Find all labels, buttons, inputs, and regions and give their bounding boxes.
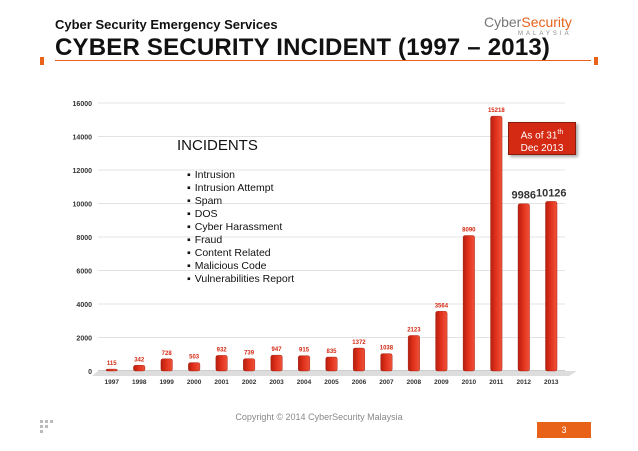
bar [215, 355, 228, 372]
x-tick-label: 2007 [379, 379, 394, 386]
y-tick-label: 6000 [76, 269, 92, 276]
slide-subtitle: Cyber Security Emergency Services [55, 17, 278, 32]
x-tick-label: 2009 [434, 379, 449, 386]
bar-value-label: 932 [217, 347, 228, 353]
as-of-line2: Dec 2013 [520, 143, 564, 155]
x-tick-label: 2012 [517, 379, 532, 386]
logo-word-security: Security [521, 14, 572, 30]
bar-value-label: 739 [244, 351, 255, 357]
bar [380, 353, 393, 372]
x-tick-label: 1999 [159, 379, 174, 386]
bar-value-label: 947 [272, 347, 283, 353]
legend-item: Cyber Harassment [187, 221, 294, 234]
y-tick-label: 8000 [76, 235, 92, 242]
bar [133, 365, 146, 372]
logo-wordmark: CyberSecurity [484, 14, 572, 30]
legend-item: DOS [187, 208, 294, 221]
page-number: 3 [537, 422, 591, 438]
bar-value-label: 1372 [352, 340, 366, 346]
x-tick-label: 2013 [544, 379, 559, 386]
bar [325, 356, 338, 372]
y-tick-label: 2000 [76, 336, 92, 343]
corner-grid-icon [40, 420, 54, 434]
bar-value-label: 9986 [512, 190, 536, 202]
y-tick-label: 16000 [73, 101, 93, 108]
legend-item: Fraud [187, 234, 294, 247]
bar-value-label: 115 [107, 361, 117, 367]
chart-floor [92, 371, 577, 376]
bar [188, 362, 201, 372]
legend-item: Intrusion [187, 169, 294, 182]
y-tick-label: 4000 [76, 302, 92, 309]
rule-left-marker [40, 57, 44, 65]
bar-value-label: 10126 [536, 187, 567, 199]
footer-copyright: Copyright © 2014 CyberSecurity Malaysia [235, 412, 403, 422]
bar [517, 203, 530, 372]
as-of-superscript: th [557, 129, 564, 136]
logo-word-cyber: Cyber [484, 14, 522, 30]
bar-value-label: 835 [326, 349, 337, 355]
x-tick-label: 2011 [489, 379, 503, 386]
as-of-line1: As of 31 [520, 130, 558, 142]
bar [270, 354, 283, 372]
y-tick-label: 0 [88, 369, 92, 376]
bar-value-label: 342 [134, 357, 145, 363]
x-tick-label: 2001 [214, 379, 229, 386]
bar [545, 201, 558, 372]
x-tick-label: 2002 [242, 379, 257, 386]
bar [160, 358, 173, 372]
x-tick-label: 1998 [132, 379, 147, 386]
bar-value-label: 2123 [407, 327, 421, 333]
x-tick-label: 2003 [269, 379, 284, 386]
legend-item: Content Related [187, 247, 294, 260]
bar [105, 368, 118, 372]
slide-title: CYBER SECURITY INCIDENT (1997 – 2013) [55, 34, 551, 61]
bar [353, 347, 365, 372]
bar [243, 358, 256, 372]
x-tick-label: 2004 [297, 379, 312, 386]
legend-item: Malicious Code [187, 260, 294, 273]
x-tick-label: 2010 [462, 379, 477, 386]
legend-item: Spam [187, 195, 294, 208]
as-of-date-callout: As of 31th Dec 2013 [508, 122, 576, 155]
logo-tagline: MALAYSIA [518, 31, 572, 37]
x-tick-label: 2008 [407, 379, 422, 386]
x-tick-label: 2006 [352, 379, 367, 386]
legend-list: Intrusion Intrusion Attempt Spam DOS Cyb… [187, 169, 294, 286]
x-tick-label: 2005 [324, 379, 339, 386]
x-tick-label: 1997 [105, 379, 120, 386]
y-tick-label: 14000 [73, 135, 93, 142]
cybersecurity-logo: CyberSecurity MALAYSIA [484, 14, 594, 46]
legend-item: Vulnerabilities Report [187, 273, 294, 286]
bar [407, 335, 420, 372]
bar-value-label: 728 [162, 351, 173, 357]
bar [298, 355, 310, 372]
bar-value-label: 15218 [488, 108, 505, 114]
bar-value-label: 915 [299, 348, 310, 354]
bar-value-label: 8090 [462, 227, 476, 233]
bar [490, 115, 503, 372]
legend-title: INCIDENTS [177, 137, 258, 154]
header-rule [55, 60, 591, 61]
y-tick-label: 10000 [73, 202, 93, 209]
x-tick-label: 2000 [187, 379, 202, 386]
bar-value-label: 3564 [435, 303, 449, 309]
rule-right-marker [594, 57, 598, 65]
y-tick-label: 12000 [73, 168, 93, 175]
legend-item: Intrusion Attempt [187, 182, 294, 195]
bar [462, 235, 475, 372]
bar [435, 311, 448, 372]
bar-value-label: 503 [189, 355, 200, 361]
bar-value-label: 1038 [380, 346, 394, 352]
